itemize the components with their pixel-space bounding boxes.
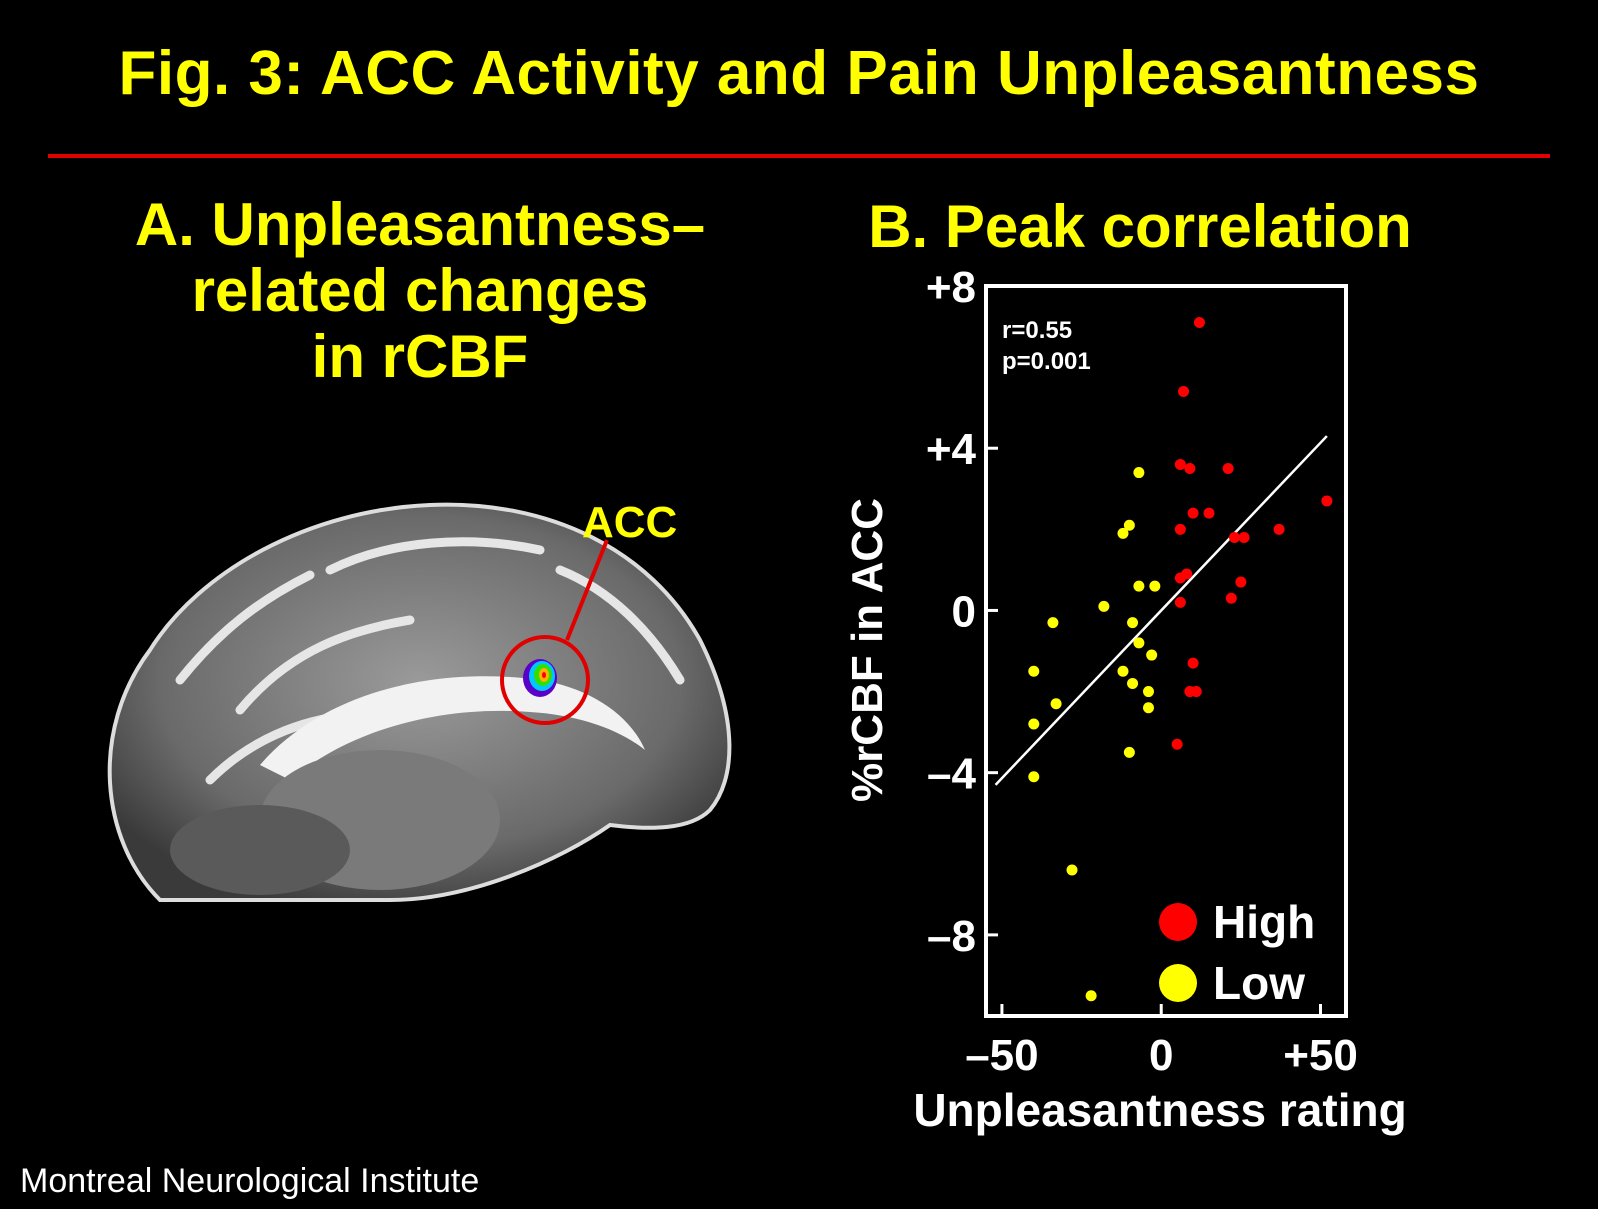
title-divider <box>48 154 1550 158</box>
data-point-low <box>1146 649 1158 661</box>
data-point-high <box>1178 385 1190 397</box>
data-point-high <box>1238 531 1250 543</box>
data-point-high <box>1187 507 1199 519</box>
data-point-low <box>1050 698 1062 710</box>
data-point-low <box>1127 677 1139 689</box>
acc-pointer-line <box>565 539 609 641</box>
data-point-high <box>1171 738 1183 750</box>
panel-a-title-line: in rCBF <box>311 323 529 390</box>
data-point-low <box>1123 519 1135 531</box>
data-point-low <box>1028 665 1040 677</box>
institution-credit: Montreal Neurological Institute <box>20 1162 480 1200</box>
regression-line <box>994 435 1328 786</box>
data-point-high <box>1184 463 1196 474</box>
legend-high-label: High <box>1213 896 1315 948</box>
data-point-high <box>1187 657 1199 669</box>
data-point-low <box>1028 771 1040 783</box>
legend-low-marker <box>1159 964 1197 1002</box>
data-point-high <box>1174 596 1186 608</box>
correlation-r: r=0.55 <box>1002 317 1072 344</box>
y-tick-label: +8 <box>926 270 976 312</box>
legend: High Low <box>1159 896 1315 1009</box>
data-point-low <box>1117 665 1129 677</box>
data-point-low <box>1133 637 1145 649</box>
scatter-chart: +8 +4 0 –4 –8 –50 0 +50 r=0.55 p=0.001 High Lo… <box>843 270 1407 1136</box>
data-point-high <box>1203 507 1215 519</box>
plot-frame <box>984 284 1348 1018</box>
legend-low-label: Low <box>1213 957 1305 1009</box>
data-point-low <box>1098 600 1110 612</box>
data-point-low <box>1149 580 1161 592</box>
data-point-low <box>1085 990 1097 1002</box>
correlation-p: p=0.001 <box>1002 348 1091 375</box>
x-tick-label: 0 <box>1149 1031 1173 1080</box>
panel-a-title-line: A. Unpleasantness– <box>134 191 706 258</box>
data-point-low <box>1142 686 1154 698</box>
x-tick-label: –50 <box>965 1031 1038 1080</box>
data-point-low <box>1028 718 1040 730</box>
data-point-high <box>1174 572 1186 584</box>
acc-label: ACC <box>582 498 678 547</box>
data-point-high <box>1222 463 1234 474</box>
y-tick-label: –4 <box>927 750 976 799</box>
panel-b-title: B. Peak correlation <box>868 193 1412 260</box>
data-point-high <box>1193 317 1205 328</box>
y-axis-label: %rCBF in ACC <box>843 498 892 802</box>
y-tick-label: 0 <box>952 587 976 636</box>
data-point-high <box>1321 495 1333 507</box>
data-point-high <box>1225 592 1237 604</box>
data-point-high <box>1228 531 1240 543</box>
data-point-low <box>1127 617 1139 629</box>
data-point-high <box>1273 523 1285 535</box>
data-point-high <box>1174 523 1186 535</box>
y-tick-label: +4 <box>926 425 977 474</box>
data-point-low <box>1133 467 1145 479</box>
x-axis-label: Unpleasantness rating <box>913 1084 1406 1136</box>
data-point-low <box>1133 580 1145 592</box>
y-tick-label: –8 <box>927 912 976 961</box>
data-point-low <box>1142 702 1154 714</box>
data-point-high <box>1174 458 1186 470</box>
data-point-low <box>1117 527 1129 539</box>
panel-a-title: A. Unpleasantness– related changes in rC… <box>60 192 780 390</box>
legend-high-marker <box>1159 903 1197 941</box>
panel-a-title-line: related changes <box>191 257 649 324</box>
data-point-high <box>1235 576 1247 588</box>
data-point-low <box>1066 864 1078 876</box>
data-point-low <box>1123 746 1135 758</box>
data-point-low <box>1047 617 1059 629</box>
brain-mri-image <box>107 502 732 902</box>
corpus-callosum <box>260 676 645 780</box>
x-tick-label: +50 <box>1283 1031 1358 1080</box>
data-point-high <box>1184 686 1196 698</box>
figure-title: Fig. 3: ACC Activity and Pain Unpleasant… <box>118 39 1480 108</box>
acc-highlight-circle <box>500 635 590 725</box>
